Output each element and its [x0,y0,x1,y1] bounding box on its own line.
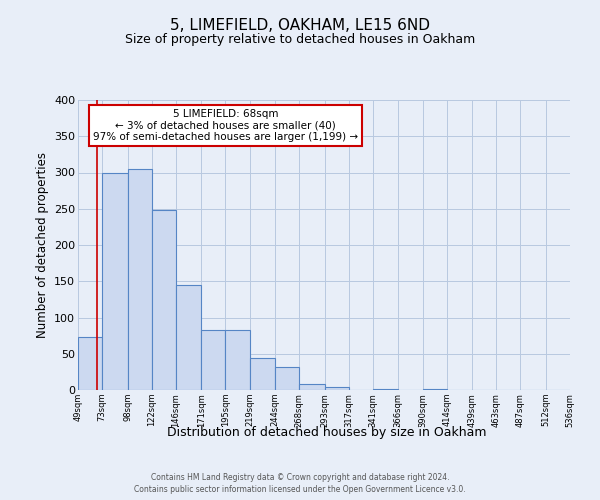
Bar [102,172,128,390]
Text: Size of property relative to detached houses in Oakham: Size of property relative to detached ho… [125,32,475,46]
Text: Contains public sector information licensed under the Open Government Licence v3: Contains public sector information licen… [134,484,466,494]
Text: 5 LIMEFIELD: 68sqm
← 3% of detached houses are smaller (40)
97% of semi-detached: 5 LIMEFIELD: 68sqm ← 3% of detached hous… [93,108,358,142]
Bar [325,387,349,390]
Bar [152,210,176,390]
Bar [176,285,201,390]
Bar [128,169,152,390]
Bar [299,384,325,390]
Bar [78,337,102,390]
Bar [250,358,275,390]
Text: 5, LIMEFIELD, OAKHAM, LE15 6ND: 5, LIMEFIELD, OAKHAM, LE15 6ND [170,18,430,32]
Text: Distribution of detached houses by size in Oakham: Distribution of detached houses by size … [167,426,487,439]
Bar [275,367,299,390]
Text: Contains HM Land Registry data © Crown copyright and database right 2024.: Contains HM Land Registry data © Crown c… [151,473,449,482]
Bar [226,330,250,390]
Y-axis label: Number of detached properties: Number of detached properties [35,152,49,338]
Bar [201,330,226,390]
